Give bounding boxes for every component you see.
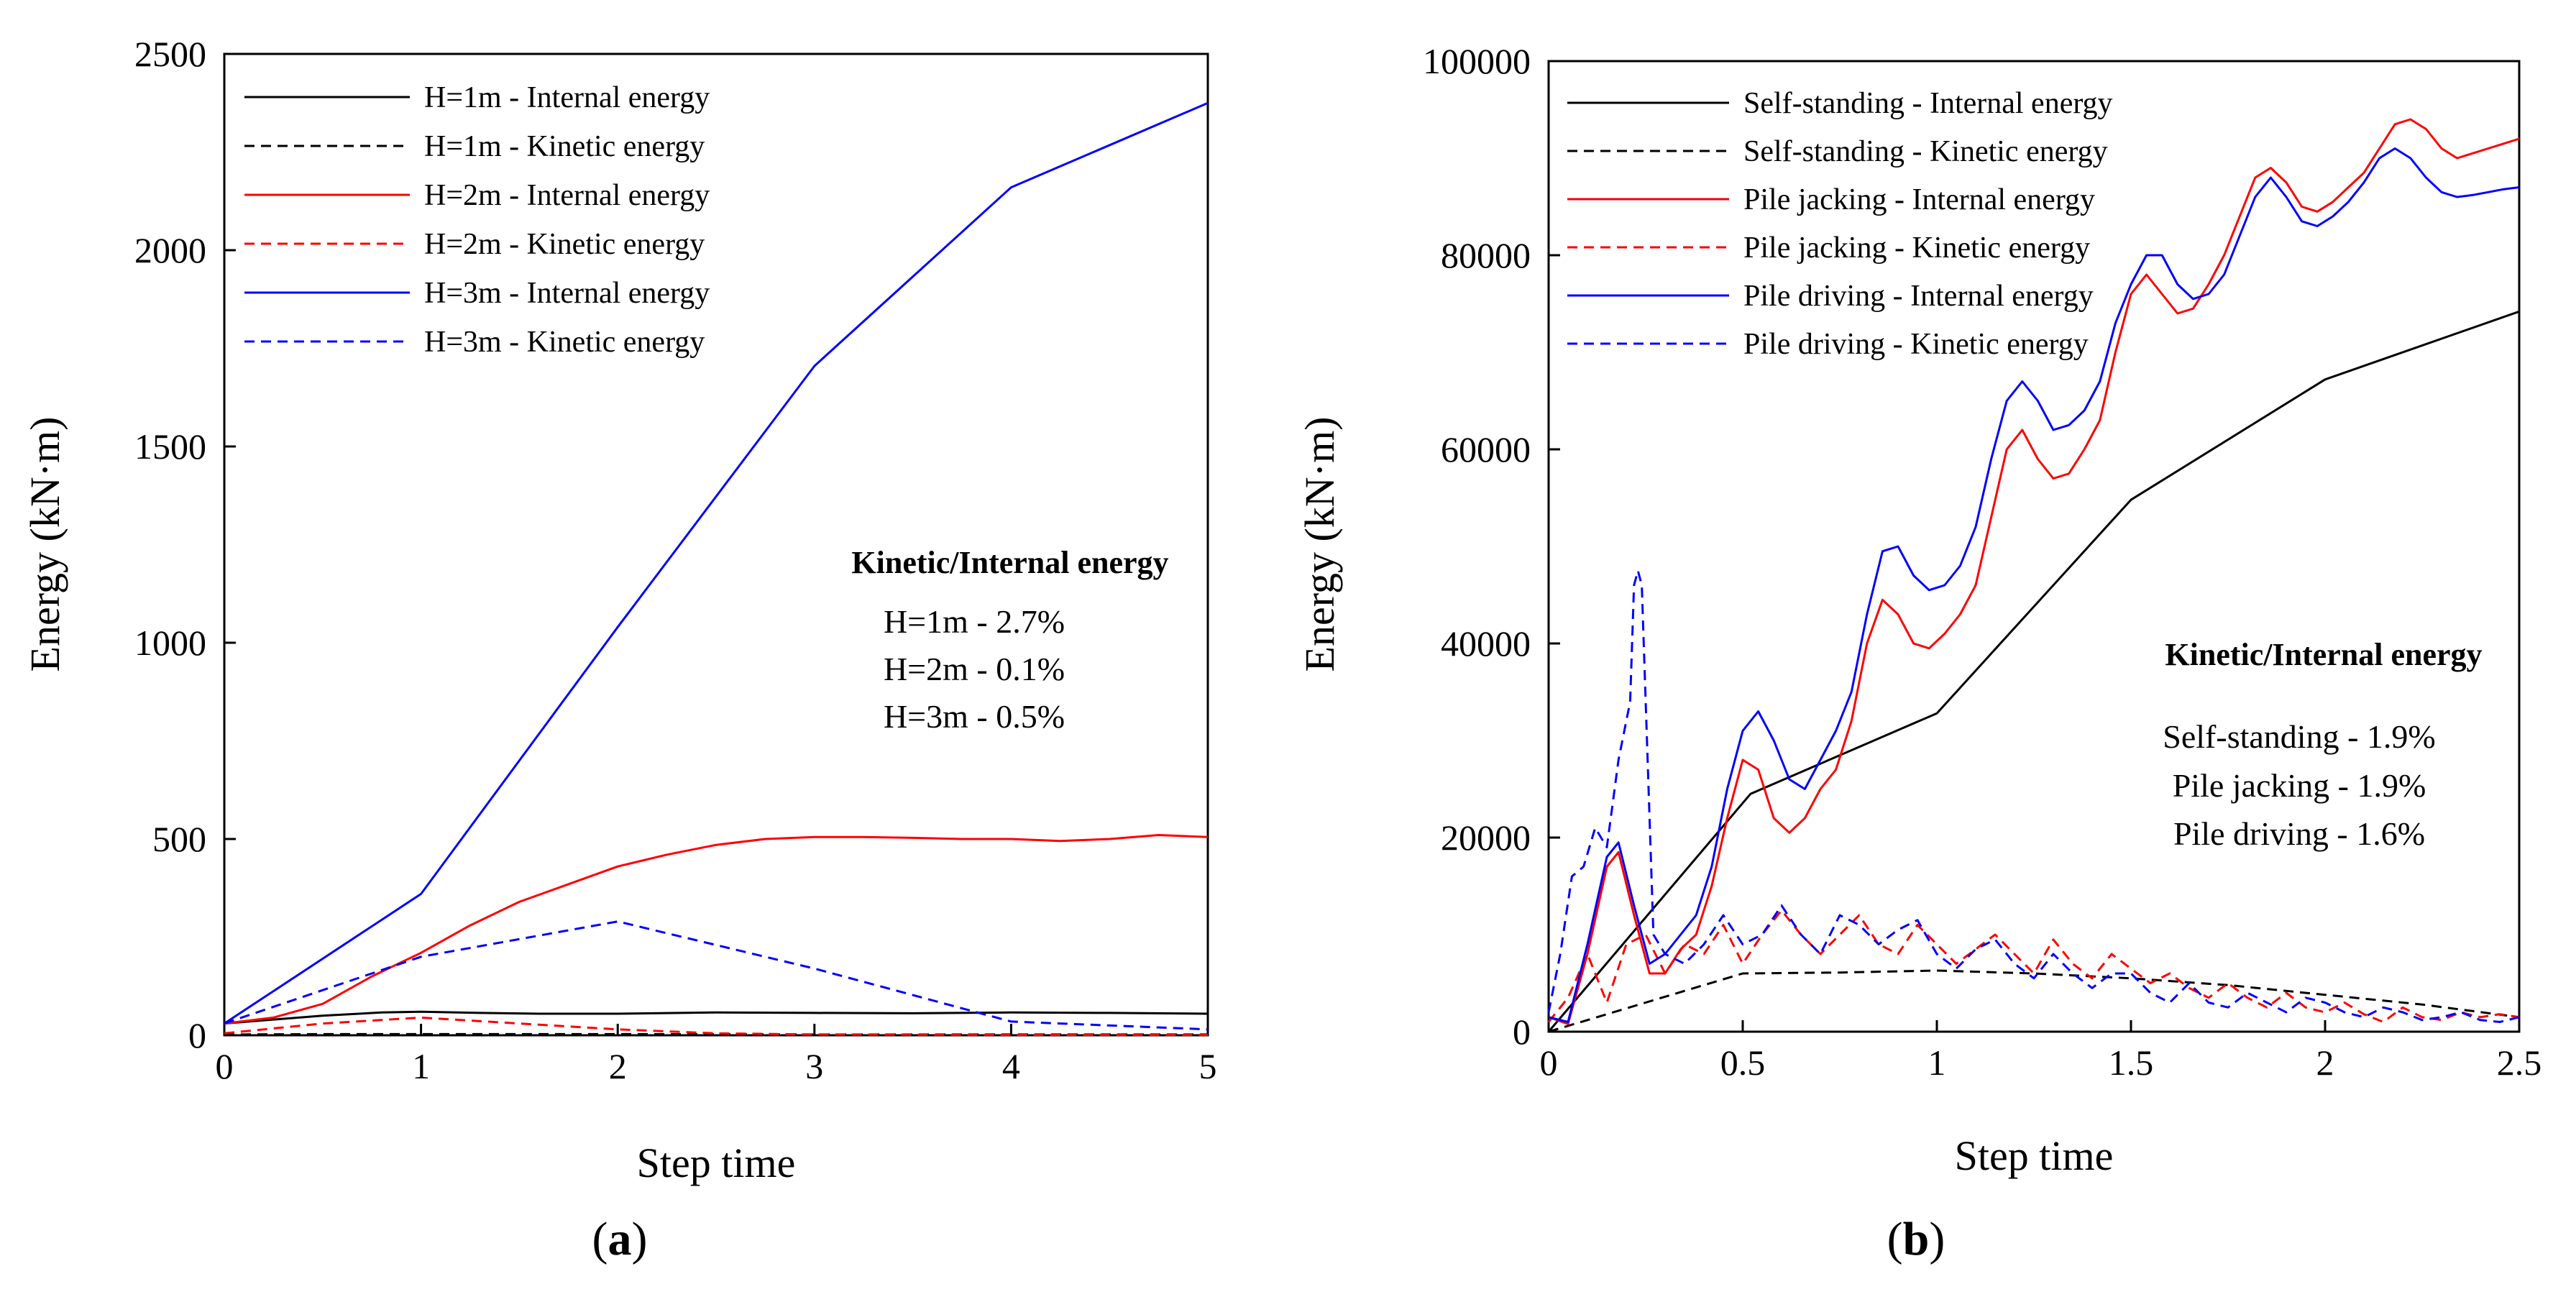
panel-b-legend: Self-standing - Internal energy Self-stan…: [1567, 87, 2113, 361]
panel-a-y-axis-label: Energy (kN·m): [22, 417, 68, 672]
y-tick-label: 80000: [1441, 235, 1531, 275]
legend-entry: Pile jacking - Kinetic energy: [1743, 231, 2090, 265]
panel-b-ticks: 0 0.5 1 1.5 2 2.5 0 20000 40000 60000 80000 100000: [1423, 41, 2541, 1083]
series-line-h-2m-kinetic-energy: [224, 1016, 1208, 1036]
x-tick-label: 0: [1540, 1042, 1558, 1083]
y-tick-label: 0: [1513, 1012, 1531, 1052]
y-tick-label: 2500: [134, 34, 206, 74]
y-tick-label: 40000: [1441, 623, 1531, 664]
panel-b-series: [1547, 118, 2520, 1033]
legend-entry: Self-standing - Internal energy: [1743, 87, 2113, 120]
legend-entry: H=2m - Internal energy: [424, 179, 710, 212]
x-tick-label: 2: [2316, 1042, 2334, 1083]
x-tick-label: 2: [609, 1046, 627, 1086]
x-tick-label: 0: [216, 1046, 234, 1086]
panel-b-chart: 0 0.5 1 1.5 2 2.5020000400006000080000100000 …: [1296, 41, 2541, 1265]
series-line-h-2m-internal-energy: [224, 834, 1209, 1025]
y-tick-label: 100000: [1423, 41, 1531, 81]
series-line-pile-jacking-kinetic-energy: [1547, 909, 2520, 1023]
panel-b-annotation: Kinetic/Internal energy Self-standing - …: [2163, 637, 2482, 852]
panel-b-annotation-line: Pile driving - 1.6%: [2173, 815, 2425, 852]
panel-b-x-axis-label: Step time: [1955, 1132, 2114, 1179]
x-tick-label: 2.5: [2497, 1042, 2542, 1083]
panel-a-caption: (a): [592, 1213, 648, 1265]
y-tick-label: 2000: [134, 230, 206, 270]
series-line-h-1m-kinetic-energy: [224, 1032, 1208, 1036]
y-tick-label: 1500: [134, 426, 206, 467]
x-tick-label: 4: [1002, 1046, 1020, 1086]
series-line-pile-driving-kinetic-energy: [1547, 569, 2520, 1023]
panel-a-annotation-line: H=3m - 0.5%: [884, 698, 1065, 735]
x-tick-label: 5: [1199, 1046, 1217, 1086]
panel-a-annotation: Kinetic/Internal energy H=1m - 2.7% H=2m…: [851, 545, 1168, 735]
series-line-h-3m-kinetic-energy: [224, 920, 1209, 1031]
panel-b-caption: (b): [1887, 1213, 1945, 1265]
x-tick-label: 3: [805, 1046, 823, 1086]
y-tick-label: 20000: [1441, 817, 1531, 858]
series-line-self-standing-internal-energy: [1547, 310, 2520, 1032]
panel-a-annotation-line: H=2m - 0.1%: [884, 651, 1065, 687]
panel-a-annotation-line: H=1m - 2.7%: [884, 603, 1065, 640]
panel-a-plot-frame: [223, 52, 1209, 1037]
legend-entry: H=3m - Internal energy: [424, 277, 710, 310]
panel-a-series: [224, 101, 1209, 1036]
panel-a-legend: H=1m - Internal energy H=1m - Kinetic ene…: [244, 81, 710, 359]
legend-entry: Pile driving - Kinetic energy: [1743, 328, 2089, 361]
series-line-h-3m-internal-energy: [224, 101, 1209, 1024]
panel-b-annotation-title: Kinetic/Internal energy: [2165, 637, 2482, 672]
panel-a-chart: 0 1 2 3 4 5 0 500 1000 1500 2000 2500 H=1m - Intern…: [22, 34, 1217, 1265]
panel-b-y-axis-label: Energy (kN·m): [1296, 417, 1343, 672]
x-tick-label: 1: [1928, 1042, 1946, 1083]
legend-entry: H=2m - Kinetic energy: [424, 228, 705, 261]
series-line-self-standing-kinetic-energy: [1548, 969, 2520, 1033]
y-tick-label: 60000: [1441, 429, 1531, 469]
y-tick-label: 1000: [134, 623, 206, 663]
legend-entry: Self-standing - Kinetic energy: [1743, 135, 2108, 168]
panel-a-annotation-title: Kinetic/Internal energy: [851, 545, 1168, 580]
legend-entry: H=3m - Kinetic energy: [424, 326, 705, 359]
x-tick-label: 1: [412, 1046, 430, 1086]
legend-entry: Pile driving - Internal energy: [1743, 280, 2094, 313]
y-tick-label: 0: [188, 1015, 206, 1055]
panel-a-x-axis-label: Step time: [637, 1140, 796, 1186]
panel-a-ticks: 0 1 2 3 4 5 0 500 1000 1500 2000 2500: [134, 34, 1217, 1086]
series-line-h-1m-internal-energy: [224, 1010, 1209, 1025]
legend-entry: H=1m - Internal energy: [424, 81, 710, 114]
legend-entry: Pile jacking - Internal energy: [1743, 183, 2095, 216]
x-tick-label: 0.5: [1720, 1042, 1766, 1083]
series-line-pile-jacking-internal-energy: [1548, 118, 2520, 1025]
panel-b-annotation-line: Self-standing - 1.9%: [2163, 718, 2435, 755]
legend-entry: H=1m - Kinetic energy: [424, 130, 705, 163]
panel-b-plot-frame: [1547, 60, 2521, 1033]
series-line-pile-driving-internal-energy: [1548, 147, 2520, 1023]
panel-b-annotation-line: Pile jacking - 1.9%: [2173, 767, 2426, 804]
x-tick-label: 1.5: [2109, 1042, 2154, 1083]
y-tick-label: 500: [152, 819, 206, 859]
